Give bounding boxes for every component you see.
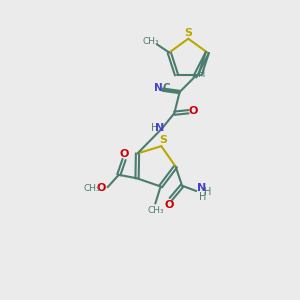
Text: S: S xyxy=(184,28,192,38)
Text: CH₃: CH₃ xyxy=(147,206,164,214)
Text: CH₃: CH₃ xyxy=(142,37,159,46)
Text: C: C xyxy=(162,83,170,93)
Text: H: H xyxy=(199,193,206,202)
Text: O: O xyxy=(164,200,174,210)
Text: H: H xyxy=(151,123,159,133)
Text: N: N xyxy=(197,183,206,193)
Text: N: N xyxy=(155,123,164,133)
Text: S: S xyxy=(159,135,167,145)
Text: O: O xyxy=(120,149,129,159)
Text: N: N xyxy=(154,83,163,93)
Text: H: H xyxy=(204,188,211,197)
Text: CH₃: CH₃ xyxy=(83,184,100,194)
Text: O: O xyxy=(188,106,198,116)
Text: H: H xyxy=(198,69,205,79)
Text: O: O xyxy=(96,183,106,194)
